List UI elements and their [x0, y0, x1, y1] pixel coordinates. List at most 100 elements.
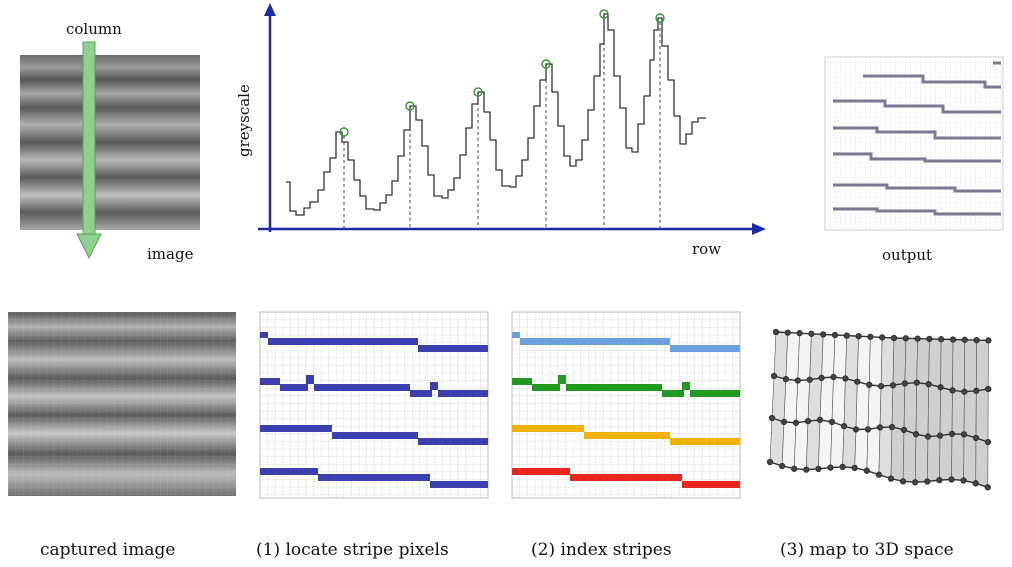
- mesh-vertex: [803, 466, 810, 473]
- mesh-face: [964, 339, 977, 393]
- stripe-1: [512, 332, 740, 352]
- peak-guides: [343, 18, 661, 229]
- mesh-vertex: [924, 433, 932, 440]
- mesh-face: [940, 338, 954, 391]
- mesh-face: [769, 417, 785, 467]
- stripe-2: [512, 375, 740, 397]
- mesh-vertex: [772, 328, 780, 336]
- mesh-vertex: [782, 375, 790, 383]
- mesh-face: [902, 429, 917, 483]
- mesh-vertex: [863, 467, 870, 474]
- mesh-vertex: [842, 375, 849, 382]
- mesh-face: [797, 332, 812, 381]
- index-stripes-panel: [511, 311, 741, 499]
- stripe-4: [512, 468, 740, 488]
- mesh-face: [773, 331, 789, 380]
- mesh-face: [916, 338, 930, 385]
- caption-index-stripes: (2) index stripes: [531, 540, 672, 560]
- mesh-vertex: [949, 336, 957, 343]
- mesh-face: [963, 390, 977, 439]
- mesh-vertex: [804, 417, 812, 425]
- mesh-face: [843, 378, 858, 430]
- mesh-face: [855, 381, 870, 430]
- x-axis-arrowhead: [752, 223, 766, 235]
- greyscale-curve: [286, 13, 706, 216]
- mesh-vertex: [960, 477, 967, 484]
- mesh-face: [830, 421, 845, 468]
- mesh-face: [927, 383, 941, 437]
- mesh-face: [928, 338, 942, 388]
- mesh-vertex: [843, 332, 850, 339]
- mesh-face: [952, 339, 966, 393]
- mesh-vertex: [780, 418, 788, 426]
- mesh-vertex: [972, 480, 979, 487]
- mesh-vertex: [830, 373, 837, 381]
- peak-marker: [473, 87, 483, 97]
- mesh-vertex: [770, 372, 778, 380]
- mesh-face: [963, 433, 977, 484]
- mesh-vertex: [949, 387, 956, 394]
- mesh-vertex: [877, 382, 885, 390]
- mesh-vertex: [867, 333, 874, 340]
- mesh-face: [903, 382, 918, 435]
- mesh-face: [915, 382, 930, 437]
- mesh-vertex: [820, 331, 827, 338]
- mesh-vertex: [851, 464, 858, 472]
- peak-marker: [599, 9, 609, 19]
- mesh-face: [807, 377, 822, 422]
- mesh-face: [819, 376, 834, 423]
- mesh-face: [856, 335, 871, 386]
- mesh-face: [879, 384, 894, 428]
- mesh-face: [821, 334, 836, 379]
- mesh-face: [785, 332, 800, 381]
- mesh-vertex: [913, 379, 920, 386]
- mesh-face: [892, 337, 907, 386]
- mesh-vertex: [924, 478, 931, 485]
- mesh-face: [842, 425, 857, 469]
- mesh-face: [914, 433, 929, 483]
- mesh-vertex: [864, 426, 872, 433]
- mesh-face: [795, 379, 811, 424]
- mesh-vertex: [890, 334, 898, 342]
- mesh-face: [867, 384, 882, 430]
- mesh-vertex: [912, 431, 920, 438]
- mesh-vertex: [768, 414, 776, 422]
- mesh-vertex: [806, 376, 813, 383]
- mesh-face: [975, 437, 989, 488]
- mesh-face: [975, 339, 989, 392]
- caption-map-to-3d-space: (3) map to 3D space: [780, 540, 954, 560]
- mesh-vertex: [792, 419, 800, 426]
- mesh-vertex: [791, 465, 798, 472]
- mesh-vertex: [875, 471, 883, 478]
- mesh-vertex: [973, 387, 980, 394]
- mesh-vertex: [796, 330, 803, 337]
- mesh-vertex: [827, 464, 834, 471]
- mesh-vertex: [936, 432, 944, 439]
- mesh-vertex: [984, 484, 991, 491]
- mesh-vertex: [900, 426, 908, 434]
- mesh-vertex: [888, 423, 896, 431]
- mesh-vertex: [948, 476, 955, 483]
- mesh-vertex: [815, 465, 822, 473]
- column-label: column: [66, 20, 122, 38]
- mesh-vertex: [914, 335, 921, 342]
- x-axis-label: row: [692, 240, 722, 258]
- mesh-vertex: [901, 380, 909, 387]
- image-label: image: [147, 245, 194, 263]
- column-arrow: [76, 41, 102, 260]
- mesh-vertex: [973, 336, 980, 344]
- greyscale-plot: [258, 3, 766, 235]
- mesh-vertex: [766, 458, 774, 466]
- mesh-face: [809, 333, 824, 381]
- mesh-vertex: [784, 329, 791, 336]
- mesh-vertex: [985, 337, 992, 344]
- mesh-vertex: [961, 388, 968, 395]
- mesh-vertex: [828, 418, 836, 426]
- caption-locate-stripe-pixels: (1) locate stripe pixels: [256, 540, 449, 560]
- plot-axes: [258, 3, 766, 235]
- mesh-face: [866, 427, 881, 476]
- mesh-face: [926, 435, 941, 482]
- mesh-face: [951, 433, 965, 481]
- mesh-face: [845, 335, 859, 383]
- y-axis-arrowhead: [264, 3, 276, 16]
